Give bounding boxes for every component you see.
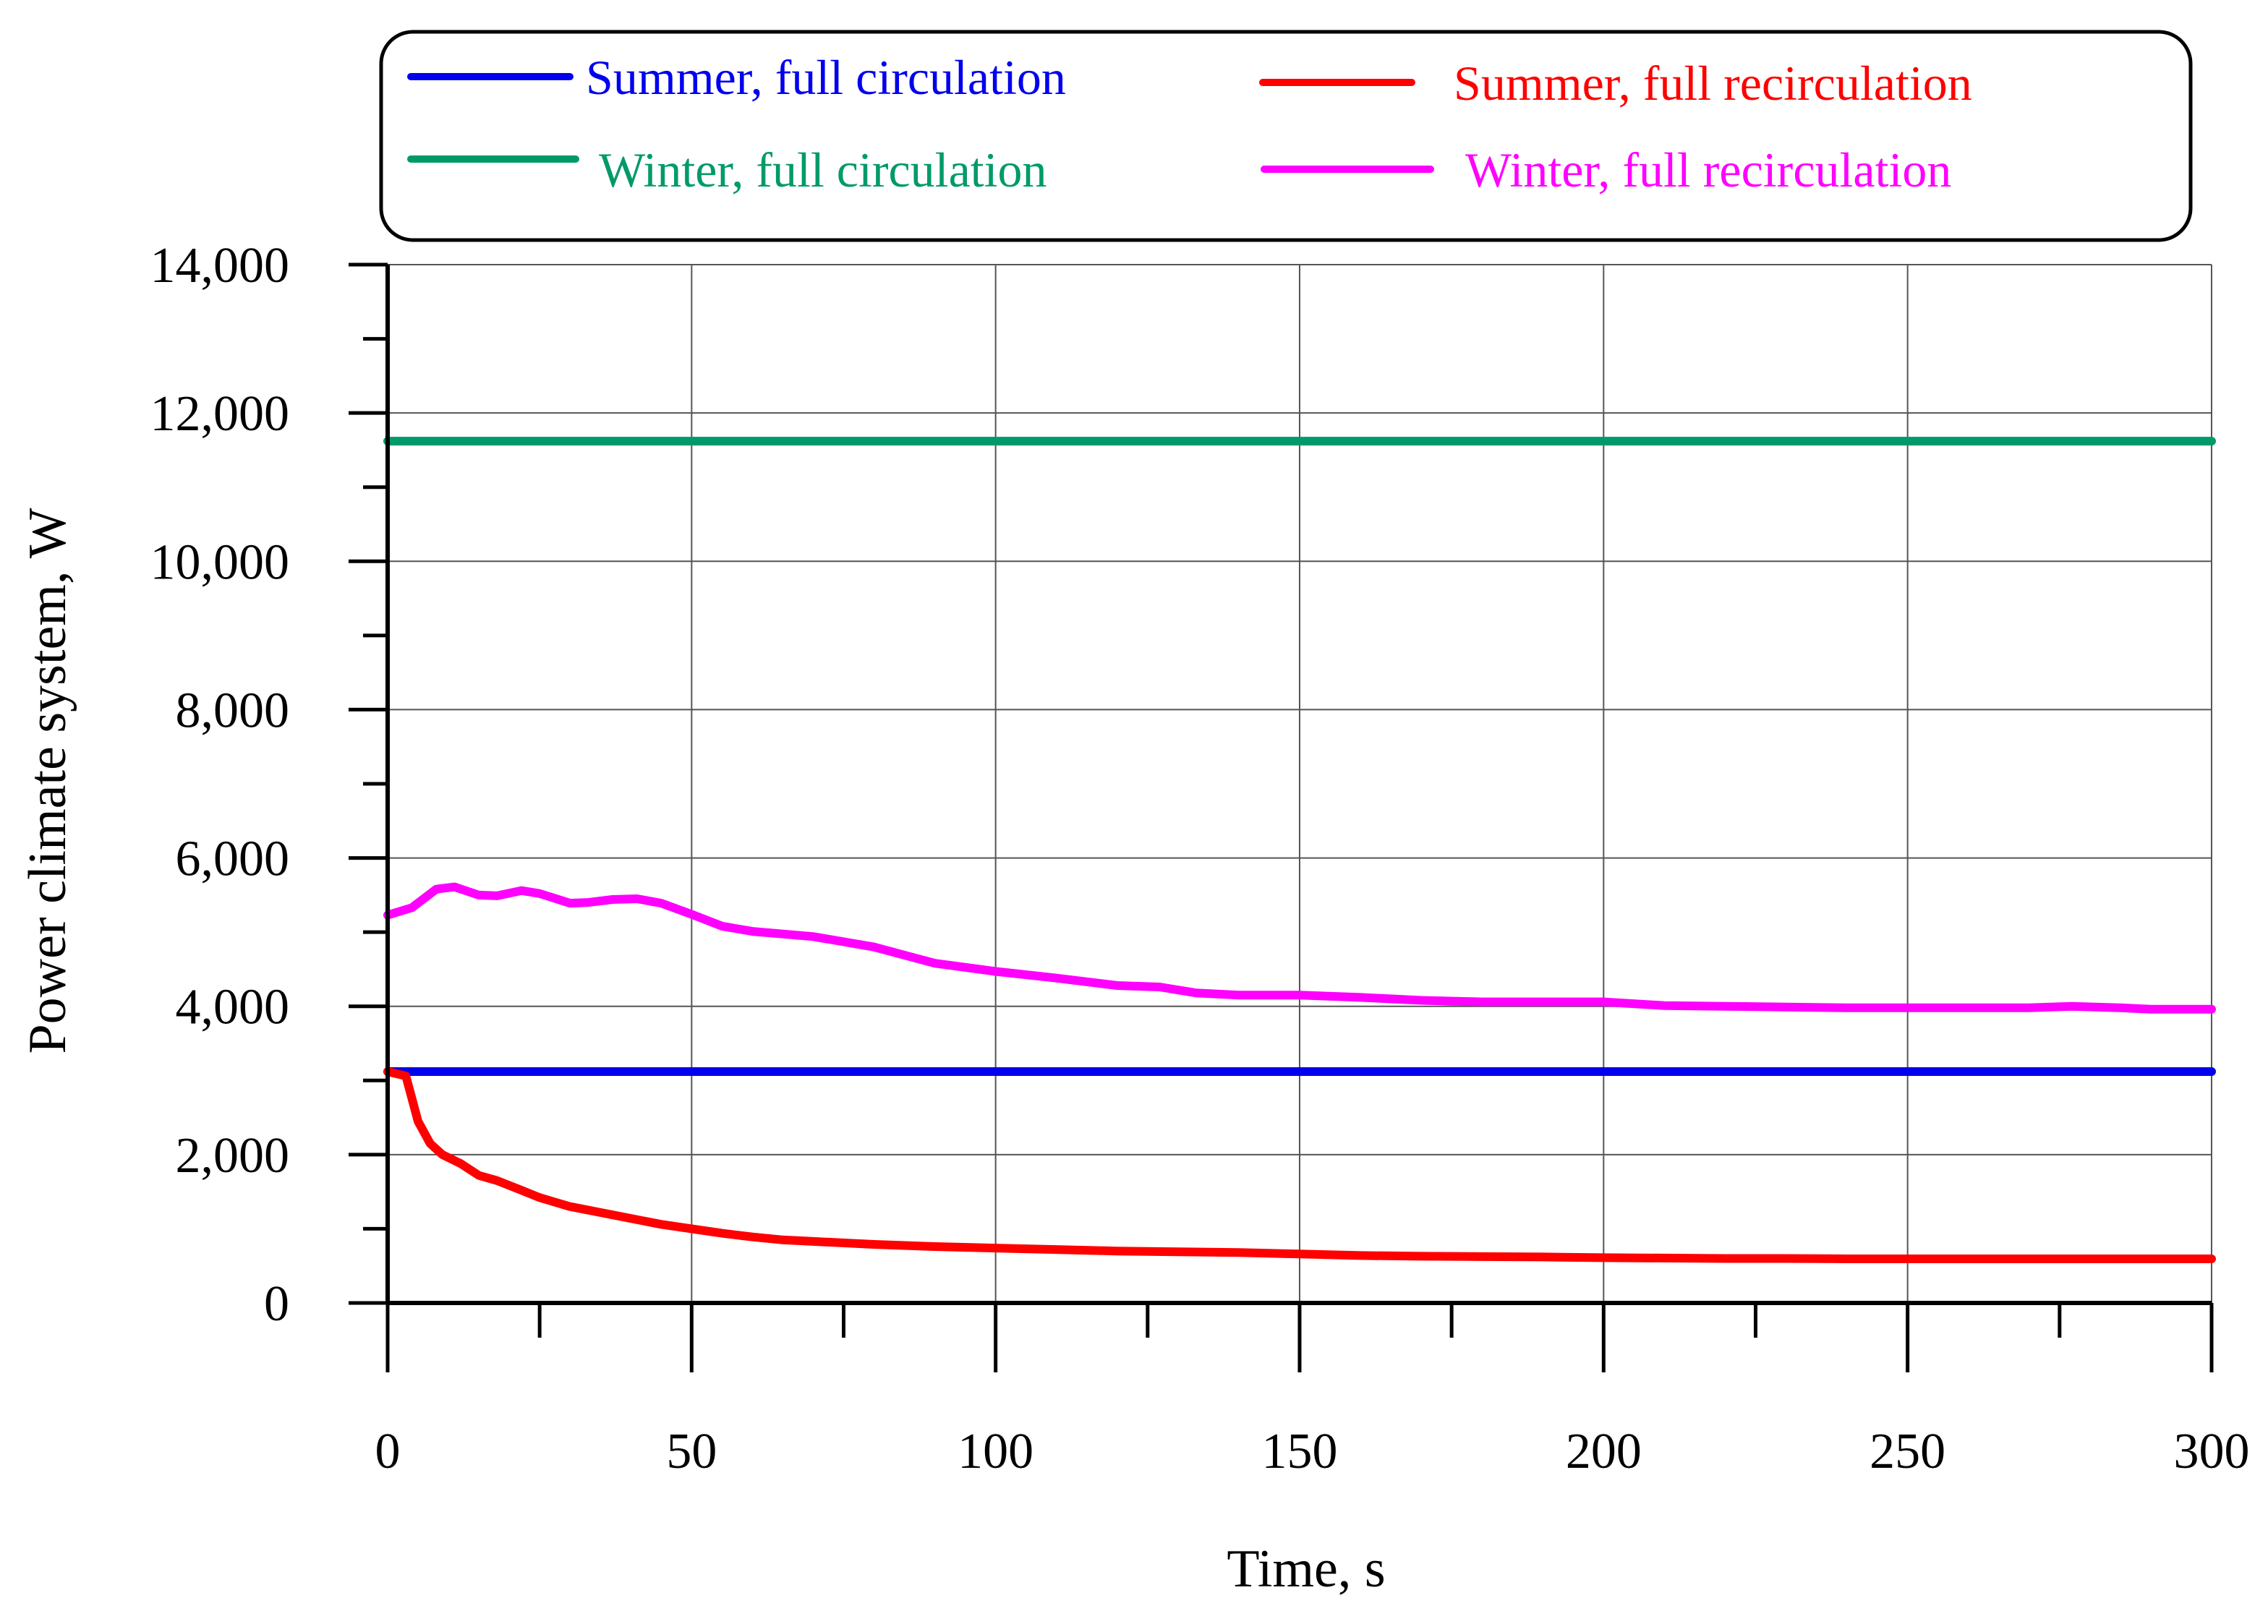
y-axis-title: Power climate system, W (18, 508, 77, 1054)
x-tick-label-150: 150 (1262, 1424, 1338, 1479)
legend-label-summer-full-circulation: Summer, full circulation (586, 50, 1066, 105)
legend-label-winter-full-recirculation: Winter, full recirculation (1465, 142, 1951, 197)
legend-entry-summer-full-recirculation: Summer, full recirculation (1259, 56, 1972, 111)
y-tick-label-6000: 6,000 (176, 832, 290, 887)
axis-ticks (349, 262, 2214, 1372)
x-tick-label-200: 200 (1566, 1424, 1642, 1479)
legend-label-winter-full-circulation: Winter, full circulation (599, 142, 1047, 197)
y-tick-label-8000: 8,000 (176, 683, 290, 738)
axes (385, 265, 2212, 1305)
legend-entry-winter-full-circulation: Winter, full circulation (407, 142, 1047, 197)
legend-label-summer-full-recirculation: Summer, full recirculation (1454, 56, 1972, 111)
y-tick-label-14000: 14,000 (150, 238, 290, 294)
y-tick-labels: 0 2,000 4,000 6,000 8,000 10,000 12,000 14,000 (150, 238, 290, 1332)
x-tick-label-100: 100 (958, 1424, 1033, 1479)
x-axis-title: Time, s (1227, 1539, 1385, 1599)
y-tick-label-12000: 12,000 (150, 386, 290, 442)
x-tick-label-250: 250 (1870, 1424, 1945, 1479)
y-tick-label-4000: 4,000 (176, 980, 290, 1035)
legend: Summer, full circulation Summer, full re… (379, 30, 2193, 242)
x-tick-label-50: 50 (666, 1424, 717, 1479)
x-tick-labels: 0 50 100 150 200 250 300 (375, 1424, 2250, 1479)
series-line-summer-full-recirculation (383, 1067, 2216, 1263)
x-tick-label-0: 0 (375, 1424, 401, 1479)
series-line-winter-full-recirculation (383, 882, 2216, 1014)
data-series (383, 437, 2216, 1263)
legend-entry-winter-full-recirculation: Winter, full recirculation (1261, 142, 1951, 197)
y-tick-label-10000: 10,000 (150, 534, 290, 590)
grid (388, 264, 2212, 1303)
y-tick-label-2000: 2,000 (176, 1128, 290, 1184)
y-tick-label-0: 0 (264, 1276, 289, 1332)
legend-entry-summer-full-circulation: Summer, full circulation (407, 50, 1066, 105)
x-tick-label-300: 300 (2174, 1424, 2250, 1479)
legend-frame (379, 30, 2193, 242)
